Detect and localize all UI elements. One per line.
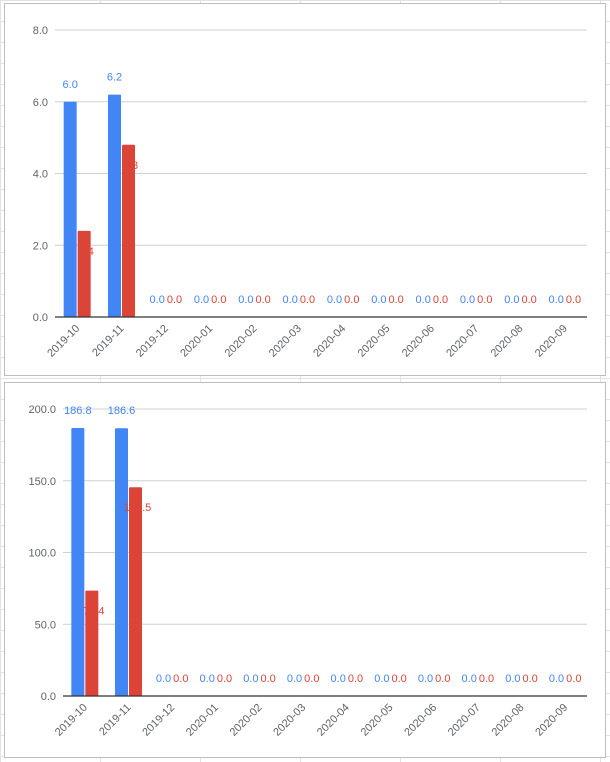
top-chart-xtick-label: 2020-05 bbox=[356, 323, 393, 360]
top-chart-bar-series-a[interactable] bbox=[108, 94, 121, 317]
top-chart-data-label: 0.0 bbox=[194, 294, 209, 306]
bottom-chart-data-label: 0.0 bbox=[523, 673, 538, 685]
bottom-chart-data-label: 0.0 bbox=[331, 673, 346, 685]
top-chart-bar-series-a[interactable] bbox=[63, 101, 77, 317]
bottom-chart-bar-series-b[interactable] bbox=[85, 590, 99, 696]
chart-panel-top[interactable]: 0.0 2.0 4.0 6.0 8.0 6.0 2.4 2019-10 6.2 4.8 2019-1… bbox=[4, 3, 606, 376]
top-chart-data-label: 0.0 bbox=[389, 294, 404, 306]
bottom-chart-data-label: 0.0 bbox=[392, 673, 407, 685]
bottom-chart-data-label: 0.0 bbox=[217, 673, 232, 685]
bottom-chart-data-label: 186.6 bbox=[108, 405, 136, 417]
bottom-chart-xtick-label: 2019-12 bbox=[140, 702, 177, 739]
bottom-chart-data-label: 0.0 bbox=[261, 673, 276, 685]
bottom-chart-data-label: 0.0 bbox=[566, 673, 581, 685]
top-chart-bar-series-b[interactable] bbox=[122, 144, 135, 317]
top-chart-data-label: 0.0 bbox=[327, 294, 342, 306]
bottom-chart-data-label: 0.0 bbox=[156, 673, 171, 685]
bottom-chart-xtick-label: 2020-03 bbox=[271, 702, 308, 739]
bottom-chart-ytick-label: 100.0 bbox=[28, 548, 56, 560]
top-chart-ytick-label: 2.0 bbox=[33, 240, 48, 252]
bottom-chart-bar-series-a[interactable] bbox=[71, 427, 85, 696]
top-chart-xtick-label: 2019-12 bbox=[134, 323, 171, 360]
bottom-chart-data-label: 73.4 bbox=[83, 606, 104, 618]
top-chart-bar-series-b[interactable] bbox=[77, 230, 91, 317]
top-chart-data-label: 6.0 bbox=[63, 79, 78, 91]
top-chart-data-label: 0.0 bbox=[416, 294, 431, 306]
bottom-chart-data-label: 0.0 bbox=[479, 673, 494, 685]
top-chart-xtick-label: 2020-08 bbox=[489, 323, 526, 360]
top-chart-data-label: 0.0 bbox=[566, 294, 581, 306]
top-chart-data-label: 0.0 bbox=[371, 294, 386, 306]
chart-panel-bottom[interactable]: 0.0 50.0 100.0 150.0 200.0 186.8 73.4 2019-10 18… bbox=[4, 382, 606, 758]
top-chart-data-label: 4.8 bbox=[123, 160, 138, 172]
bottom-chart-ytick-label: 150.0 bbox=[28, 476, 56, 488]
top-chart-xtick-label: 2019-11 bbox=[90, 323, 126, 359]
bottom-chart-data-label: 0.0 bbox=[505, 673, 520, 685]
top-chart-data-label: 0.0 bbox=[283, 294, 298, 306]
bottom-chart-ytick-label: 200.0 bbox=[28, 404, 56, 416]
bottom-chart-data-label: 0.0 bbox=[173, 673, 188, 685]
bottom-chart-data-label: 0.0 bbox=[348, 673, 363, 685]
top-chart-data-label: 0.0 bbox=[300, 294, 315, 306]
bar-chart-bottom: 0.0 50.0 100.0 150.0 200.0 186.8 73.4 2019-10 18… bbox=[28, 404, 587, 739]
top-chart-data-label: 0.0 bbox=[256, 294, 271, 306]
top-chart-data-label: 0.0 bbox=[344, 294, 359, 306]
top-chart-ytick-label: 4.0 bbox=[33, 169, 48, 181]
top-chart-data-label: 0.0 bbox=[522, 294, 537, 306]
top-chart-data-label: 2.4 bbox=[79, 246, 94, 258]
top-chart-xtick-label: 2020-07 bbox=[444, 323, 481, 360]
bottom-chart-data-label: 0.0 bbox=[418, 673, 433, 685]
bottom-chart-data-label: 0.0 bbox=[243, 673, 258, 685]
bottom-chart-xtick-label: 2020-06 bbox=[402, 702, 439, 739]
bottom-chart-data-label: 0.0 bbox=[374, 673, 389, 685]
bottom-chart-xtick-label: 2020-01 bbox=[184, 702, 221, 739]
bottom-chart-data-label: 145.5 bbox=[124, 502, 152, 514]
bottom-chart-ytick-label: 50.0 bbox=[35, 619, 56, 631]
top-chart-data-label: 0.0 bbox=[433, 294, 448, 306]
bottom-chart-data-label: 0.0 bbox=[549, 673, 564, 685]
top-chart-data-label: 0.0 bbox=[460, 294, 475, 306]
bottom-chart-xtick-label: 2020-07 bbox=[446, 702, 483, 739]
bottom-chart-ytick-label: 0.0 bbox=[41, 691, 56, 703]
bottom-chart-xtick-label: 2019-11 bbox=[97, 702, 133, 738]
top-chart-data-label: 0.0 bbox=[211, 294, 226, 306]
top-chart-xtick-label: 2020-04 bbox=[311, 323, 348, 360]
bottom-chart-data-label: 186.8 bbox=[64, 405, 92, 417]
bottom-chart-xtick-label: 2020-04 bbox=[315, 702, 352, 739]
top-chart-ytick-label: 6.0 bbox=[33, 97, 48, 109]
bottom-chart-xtick-label: 2020-08 bbox=[490, 702, 527, 739]
top-chart-xtick-label: 2020-02 bbox=[223, 323, 260, 360]
top-chart-data-label: 6.2 bbox=[107, 72, 122, 84]
bottom-chart-data-label: 0.0 bbox=[200, 673, 215, 685]
bottom-chart-xtick-label: 2019-10 bbox=[53, 702, 90, 739]
top-chart-data-label: 0.0 bbox=[477, 294, 492, 306]
bottom-chart-xtick-label: 2020-05 bbox=[359, 702, 396, 739]
bottom-chart-bar-series-a[interactable] bbox=[115, 428, 128, 696]
top-chart-xtick-label: 2019-10 bbox=[45, 323, 82, 360]
top-chart-data-label: 0.0 bbox=[167, 294, 182, 306]
bottom-chart-data-label: 0.0 bbox=[287, 673, 302, 685]
top-chart-data-label: 0.0 bbox=[504, 294, 519, 306]
bottom-chart-xtick-label: 2020-09 bbox=[533, 702, 570, 739]
bottom-chart-data-label: 0.0 bbox=[304, 673, 319, 685]
bottom-chart-bar-series-b[interactable] bbox=[129, 487, 142, 696]
top-chart-ytick-label: 0.0 bbox=[33, 312, 48, 324]
top-chart-data-label: 0.0 bbox=[238, 294, 253, 306]
bottom-chart-data-label: 0.0 bbox=[435, 673, 450, 685]
bar-chart-top: 0.0 2.0 4.0 6.0 8.0 6.0 2.4 2019-10 6.2 4.8 2019-1… bbox=[33, 25, 587, 360]
top-chart-xtick-label: 2020-06 bbox=[400, 323, 437, 360]
top-chart-ytick-label: 8.0 bbox=[33, 25, 48, 37]
top-chart-xtick-label: 2020-01 bbox=[178, 323, 215, 360]
top-chart-xtick-label: 2020-03 bbox=[267, 323, 304, 360]
top-chart-data-label: 0.0 bbox=[549, 294, 564, 306]
top-chart-xtick-label: 2020-09 bbox=[533, 323, 570, 360]
bottom-chart-xtick-label: 2020-02 bbox=[228, 702, 265, 739]
top-chart-data-label: 0.0 bbox=[150, 294, 165, 306]
bottom-chart-data-label: 0.0 bbox=[462, 673, 477, 685]
